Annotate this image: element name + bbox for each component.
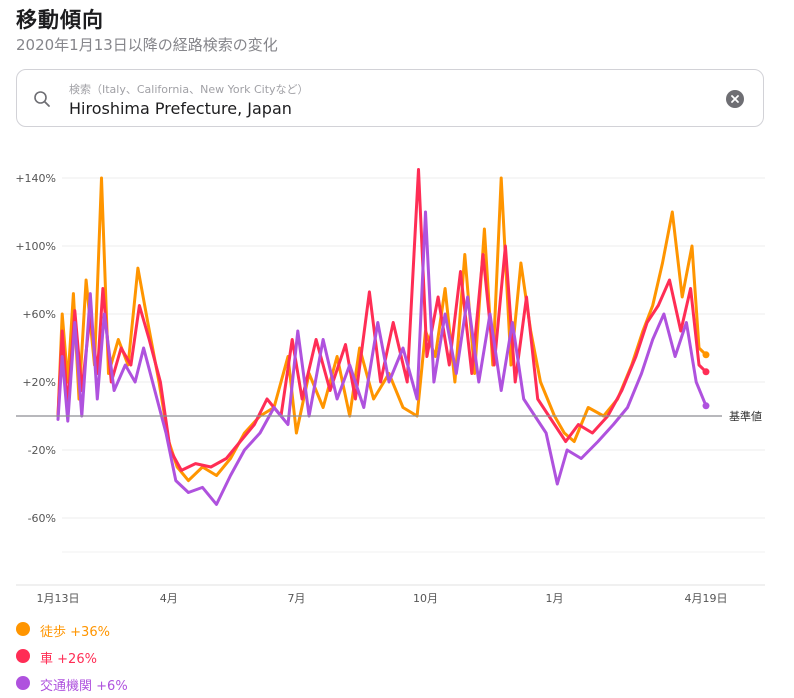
search-placeholder: 検索（Italy、California、New York Cityなど） (69, 83, 309, 96)
series-line-0 (56, 176, 708, 483)
series-line-1 (56, 168, 708, 472)
search-box[interactable]: 検索（Italy、California、New York Cityなど） Hir… (16, 69, 764, 127)
x-tick-label: 10月 (413, 592, 438, 605)
y-tick-label: +60% (22, 308, 56, 321)
y-tick-label: -60% (28, 512, 56, 525)
series-end-point-2 (702, 402, 710, 410)
transit-dot-icon (16, 676, 30, 690)
x-tick-label: 4月 (160, 592, 178, 605)
baseline-label: 基準値 (729, 409, 762, 423)
close-icon (731, 95, 739, 103)
mobility-chart: +140% +100% +60% +20% -20% -60% 1月13日 4月 7月 10月 1月… (15, 168, 765, 605)
series-end-point-0 (702, 351, 710, 359)
x-tick-label: 1月 (546, 592, 564, 605)
x-tick-label: 7月 (287, 592, 305, 605)
series-line-2 (56, 210, 708, 506)
x-tick-label: 1月13日 (37, 592, 80, 605)
legend-label: 徒歩 (40, 625, 67, 640)
y-tick-label: +100% (15, 240, 56, 253)
search-icon (33, 90, 51, 112)
y-tick-label: -20% (28, 444, 56, 457)
clear-search-button[interactable] (726, 90, 744, 108)
page-subtitle: 2020年1月13日以降の経路検索の変化 (16, 36, 278, 54)
legend-value: +6% (96, 679, 128, 694)
page-title: 移動傾向 (16, 8, 104, 32)
legend-label: 車 (40, 652, 54, 667)
walking-dot-icon (16, 622, 30, 636)
y-tick-label: +20% (22, 376, 56, 389)
x-tick-label: 4月19日 (685, 592, 728, 605)
legend-value: +36% (70, 625, 110, 640)
search-input[interactable]: Hiroshima Prefecture, Japan (69, 99, 292, 118)
driving-dot-icon (16, 649, 30, 663)
legend-label: 交通機関 (40, 679, 93, 694)
legend-value: +26% (57, 652, 97, 667)
y-tick-label: +140% (15, 172, 56, 185)
series-end-point-1 (702, 368, 710, 376)
